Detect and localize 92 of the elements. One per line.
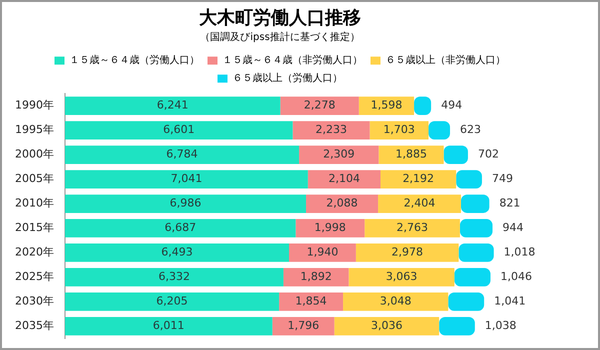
y-tick-label: 2000年 [14, 148, 54, 161]
y-tick-label: 1990年 [14, 98, 54, 112]
data-label: 623 [460, 123, 482, 136]
data-label: 1,796 [288, 319, 320, 332]
bar [378, 146, 444, 164]
data-label: 749 [492, 172, 513, 186]
bar [64, 194, 306, 213]
bar [64, 244, 290, 262]
data-label: 1,703 [383, 123, 415, 136]
data-label: 1,892 [300, 270, 332, 284]
legend-label: １５歳～６４歳（非労働人口） [222, 54, 362, 66]
bar [64, 316, 272, 336]
bar [460, 194, 490, 213]
bar [64, 292, 280, 311]
y-tick-label: 2005年 [14, 172, 54, 186]
data-label: 6,011 [152, 319, 184, 332]
data-label: 1,998 [314, 221, 346, 234]
data-label: 7,041 [170, 172, 202, 186]
y-tick-label: 2015年 [14, 221, 54, 234]
data-label: 3,063 [386, 270, 418, 284]
data-label: 2,978 [392, 246, 424, 259]
data-label: 6,986 [170, 196, 202, 210]
data-label: 6,332 [158, 270, 190, 284]
data-label: 1,885 [395, 148, 427, 161]
data-label: 1,940 [306, 246, 338, 259]
bar [306, 194, 378, 213]
data-label: 3,036 [370, 319, 402, 332]
bar [448, 292, 484, 311]
bar [272, 316, 334, 336]
data-label: 6,784 [166, 148, 198, 161]
bar [439, 316, 475, 336]
bar [296, 219, 365, 238]
bar [64, 121, 293, 140]
y-tick-label: 2030年 [14, 294, 54, 308]
data-label: 821 [499, 196, 520, 210]
bar [299, 146, 379, 164]
data-label: 1,041 [494, 294, 526, 308]
y-tick-label: 2035年 [14, 319, 54, 332]
bar [64, 146, 300, 164]
bar [458, 244, 494, 262]
bar [348, 268, 454, 286]
bar [283, 268, 349, 286]
bar [64, 219, 296, 238]
y-tick-label: 1995年 [14, 123, 54, 136]
bar [64, 170, 308, 188]
chart-title: 大木町労働人口推移 [198, 7, 361, 28]
bar [356, 244, 459, 262]
data-label: 494 [441, 98, 462, 112]
data-label: 2,404 [404, 196, 436, 210]
data-label: 1,038 [484, 319, 516, 332]
legend-label: １５歳～６４歳（労働人口） [70, 54, 200, 66]
data-label: 6,493 [161, 246, 193, 259]
data-label: 2,763 [396, 221, 428, 234]
bar [378, 194, 461, 213]
bar [64, 268, 284, 286]
data-label: 1,854 [295, 294, 327, 308]
data-label: 2,278 [304, 98, 336, 112]
data-label: 702 [478, 148, 499, 161]
data-label: 6,205 [156, 294, 188, 308]
data-label: 2,309 [323, 148, 355, 161]
bar [289, 244, 356, 262]
legend-label: ６５歳以上（労働人口） [232, 72, 342, 84]
y-tick-label: 2010年 [14, 196, 54, 210]
bar [456, 170, 482, 188]
bar [279, 292, 344, 311]
bar [64, 96, 280, 116]
data-label: 6,687 [164, 221, 196, 234]
bar [460, 219, 493, 238]
bar [280, 96, 359, 116]
chart-subtitle: （国調及びipss推計に基づく推定） [200, 31, 360, 44]
bar [343, 292, 448, 311]
data-label: 1,018 [504, 246, 536, 259]
bar [364, 219, 460, 238]
data-label: 1,046 [500, 270, 532, 284]
y-tick-label: 2025年 [14, 270, 54, 284]
bar [334, 316, 440, 336]
data-label: 2,192 [402, 172, 434, 186]
data-label: 3,048 [380, 294, 412, 308]
bar [308, 170, 380, 188]
data-label: 6,241 [156, 98, 188, 112]
data-label: 944 [502, 221, 524, 234]
bar [380, 170, 456, 188]
y-tick-label: 2020年 [14, 246, 54, 259]
bar [292, 121, 370, 140]
data-label: 2,088 [326, 196, 358, 210]
data-label: 2,104 [328, 172, 360, 186]
bar [454, 268, 490, 286]
legend-label: ６５歳以上（非労働人口） [386, 54, 506, 66]
data-label: 2,233 [316, 123, 347, 136]
data-label: 6,601 [163, 123, 195, 136]
bar [370, 121, 429, 140]
data-label: 1,598 [370, 98, 402, 112]
